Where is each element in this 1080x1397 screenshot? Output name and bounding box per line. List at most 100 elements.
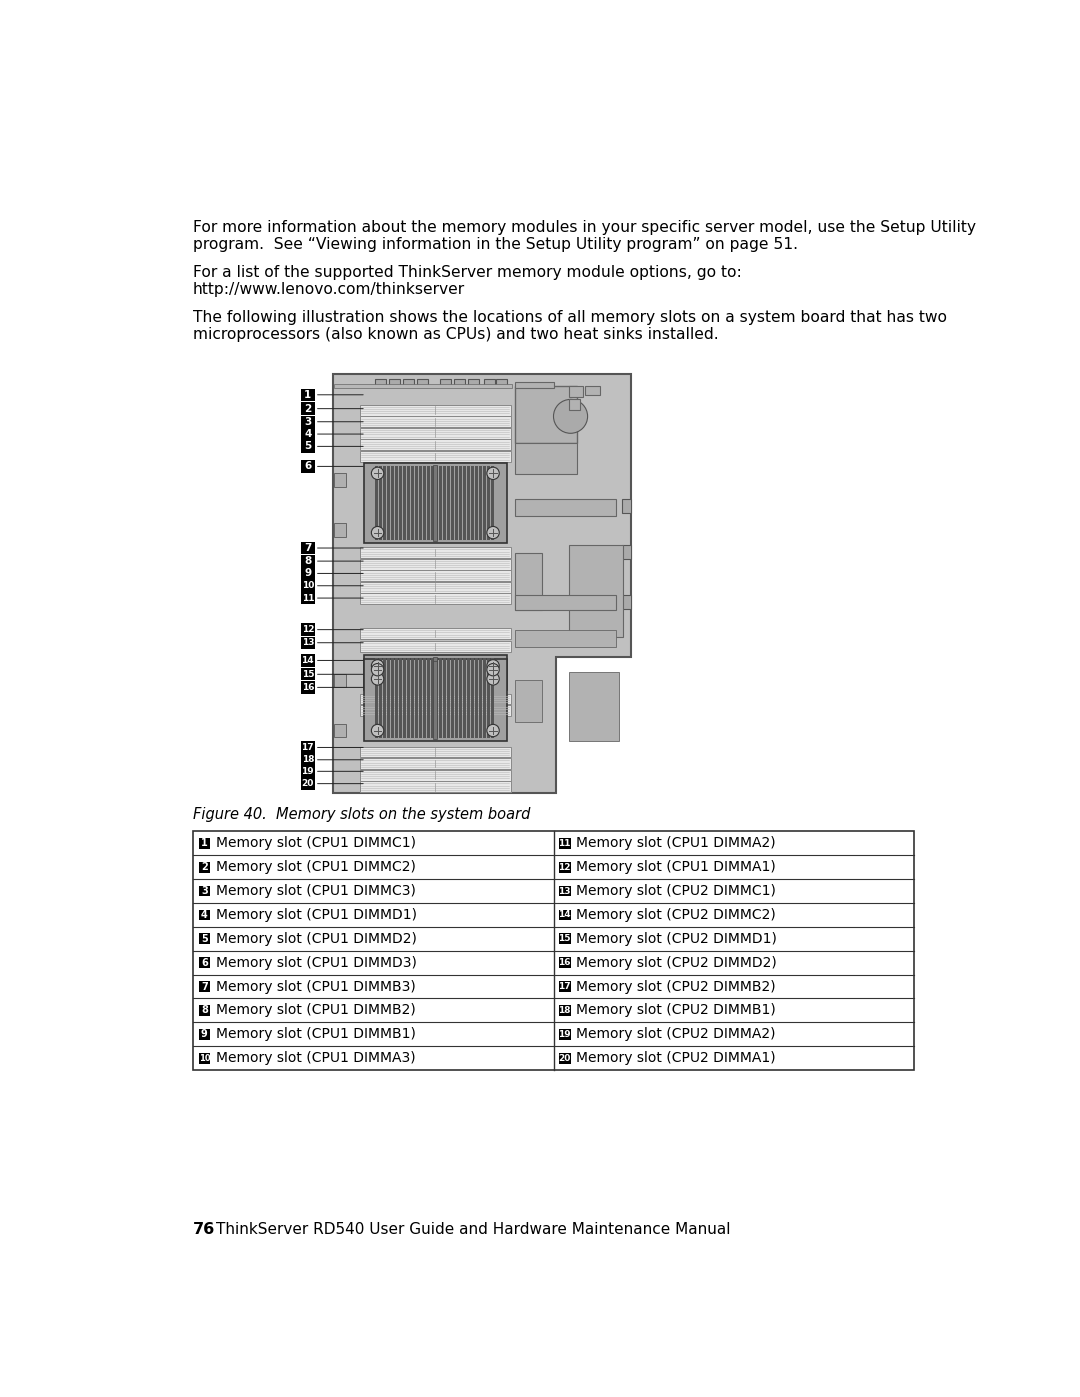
Bar <box>451 658 454 686</box>
Text: 14: 14 <box>301 657 314 665</box>
Bar <box>428 658 430 686</box>
Bar <box>433 465 437 541</box>
Bar <box>360 705 511 715</box>
Bar <box>403 658 406 686</box>
Text: 13: 13 <box>301 638 314 647</box>
Bar <box>395 658 397 686</box>
Bar <box>480 662 482 738</box>
Bar <box>400 662 402 738</box>
Text: 4: 4 <box>201 909 207 921</box>
Bar <box>475 658 477 686</box>
Text: 12: 12 <box>558 863 571 872</box>
Text: 13: 13 <box>558 887 571 895</box>
Bar <box>423 465 426 541</box>
Text: 5: 5 <box>305 441 311 451</box>
Bar <box>301 623 314 636</box>
Text: Memory slot (CPU2 DIMMD2): Memory slot (CPU2 DIMMD2) <box>576 956 777 970</box>
Bar <box>569 386 583 397</box>
Bar <box>360 770 511 781</box>
Bar <box>400 465 402 541</box>
Text: 15: 15 <box>558 935 571 943</box>
Bar <box>559 862 570 873</box>
Bar <box>199 1053 211 1063</box>
Bar <box>360 559 511 570</box>
Bar <box>388 662 390 738</box>
Text: 10: 10 <box>199 1053 211 1063</box>
Text: 17: 17 <box>558 982 571 990</box>
Text: 7: 7 <box>201 982 207 992</box>
Bar <box>360 746 511 757</box>
Bar <box>375 380 387 387</box>
Bar <box>622 545 631 559</box>
Bar <box>451 465 454 541</box>
Bar <box>199 1004 211 1016</box>
Text: 2: 2 <box>201 862 207 872</box>
Bar <box>584 386 600 395</box>
Bar <box>469 380 480 387</box>
Bar <box>487 658 489 686</box>
Bar <box>391 662 394 738</box>
Bar <box>199 957 211 968</box>
Bar <box>334 474 346 488</box>
Bar <box>411 465 414 541</box>
Bar <box>515 443 577 474</box>
Bar <box>419 658 421 686</box>
Bar <box>428 662 430 738</box>
Text: Memory slot (CPU2 DIMMC1): Memory slot (CPU2 DIMMC1) <box>576 884 775 898</box>
Bar <box>423 662 426 738</box>
Text: 6: 6 <box>201 958 207 968</box>
Text: 3: 3 <box>305 416 311 426</box>
Bar <box>431 662 434 738</box>
Bar <box>403 380 414 387</box>
Bar <box>301 668 314 680</box>
Text: 17: 17 <box>301 743 314 752</box>
Circle shape <box>372 467 383 479</box>
Bar <box>463 465 465 541</box>
Bar <box>491 662 494 738</box>
Bar <box>428 465 430 541</box>
Text: 11: 11 <box>558 838 571 848</box>
Bar <box>199 1028 211 1039</box>
Circle shape <box>372 725 383 736</box>
Bar <box>487 662 489 738</box>
Bar <box>459 658 462 686</box>
Bar <box>484 658 486 686</box>
Text: 1: 1 <box>201 838 207 848</box>
Bar <box>360 416 511 427</box>
Bar <box>400 658 402 686</box>
Bar <box>417 380 428 387</box>
Text: microprocessors (also known as CPUs) and two heat sinks installed.: microprocessors (also known as CPUs) and… <box>193 327 719 342</box>
Text: 15: 15 <box>301 669 314 679</box>
Bar <box>515 630 616 647</box>
Bar <box>515 595 616 610</box>
Bar <box>334 724 346 738</box>
Text: Memory slot (CPU1 DIMMA2): Memory slot (CPU1 DIMMA2) <box>576 837 775 851</box>
Bar <box>456 658 458 686</box>
Bar <box>383 662 386 738</box>
Bar <box>559 1028 570 1039</box>
Bar <box>463 658 465 686</box>
Circle shape <box>372 664 383 676</box>
Bar <box>468 465 470 541</box>
Bar <box>301 766 314 778</box>
Bar <box>447 662 449 738</box>
Bar <box>456 465 458 541</box>
Bar <box>569 672 619 742</box>
Bar <box>391 658 394 686</box>
Text: 8: 8 <box>305 556 311 566</box>
Bar <box>407 662 409 738</box>
Circle shape <box>372 527 383 539</box>
Polygon shape <box>333 374 631 793</box>
Text: program.  See “Viewing information in the Setup Utility program” on page 51.: program. See “Viewing information in the… <box>193 237 798 251</box>
Text: For more information about the memory modules in your specific server model, use: For more information about the memory mo… <box>193 219 976 235</box>
Text: Memory slot (CPU1 DIMMB2): Memory slot (CPU1 DIMMB2) <box>216 1003 416 1017</box>
Bar <box>301 682 314 693</box>
Bar <box>403 662 406 738</box>
Bar <box>443 662 446 738</box>
Text: Memory slot (CPU2 DIMMB1): Memory slot (CPU2 DIMMB1) <box>576 1003 775 1017</box>
Text: Memory slot (CPU1 DIMMC1): Memory slot (CPU1 DIMMC1) <box>216 837 416 851</box>
Bar <box>379 658 381 686</box>
Bar <box>443 658 446 686</box>
Text: 4: 4 <box>305 429 311 439</box>
Text: Memory slot (CPU1 DIMMB1): Memory slot (CPU1 DIMMB1) <box>216 1027 416 1041</box>
